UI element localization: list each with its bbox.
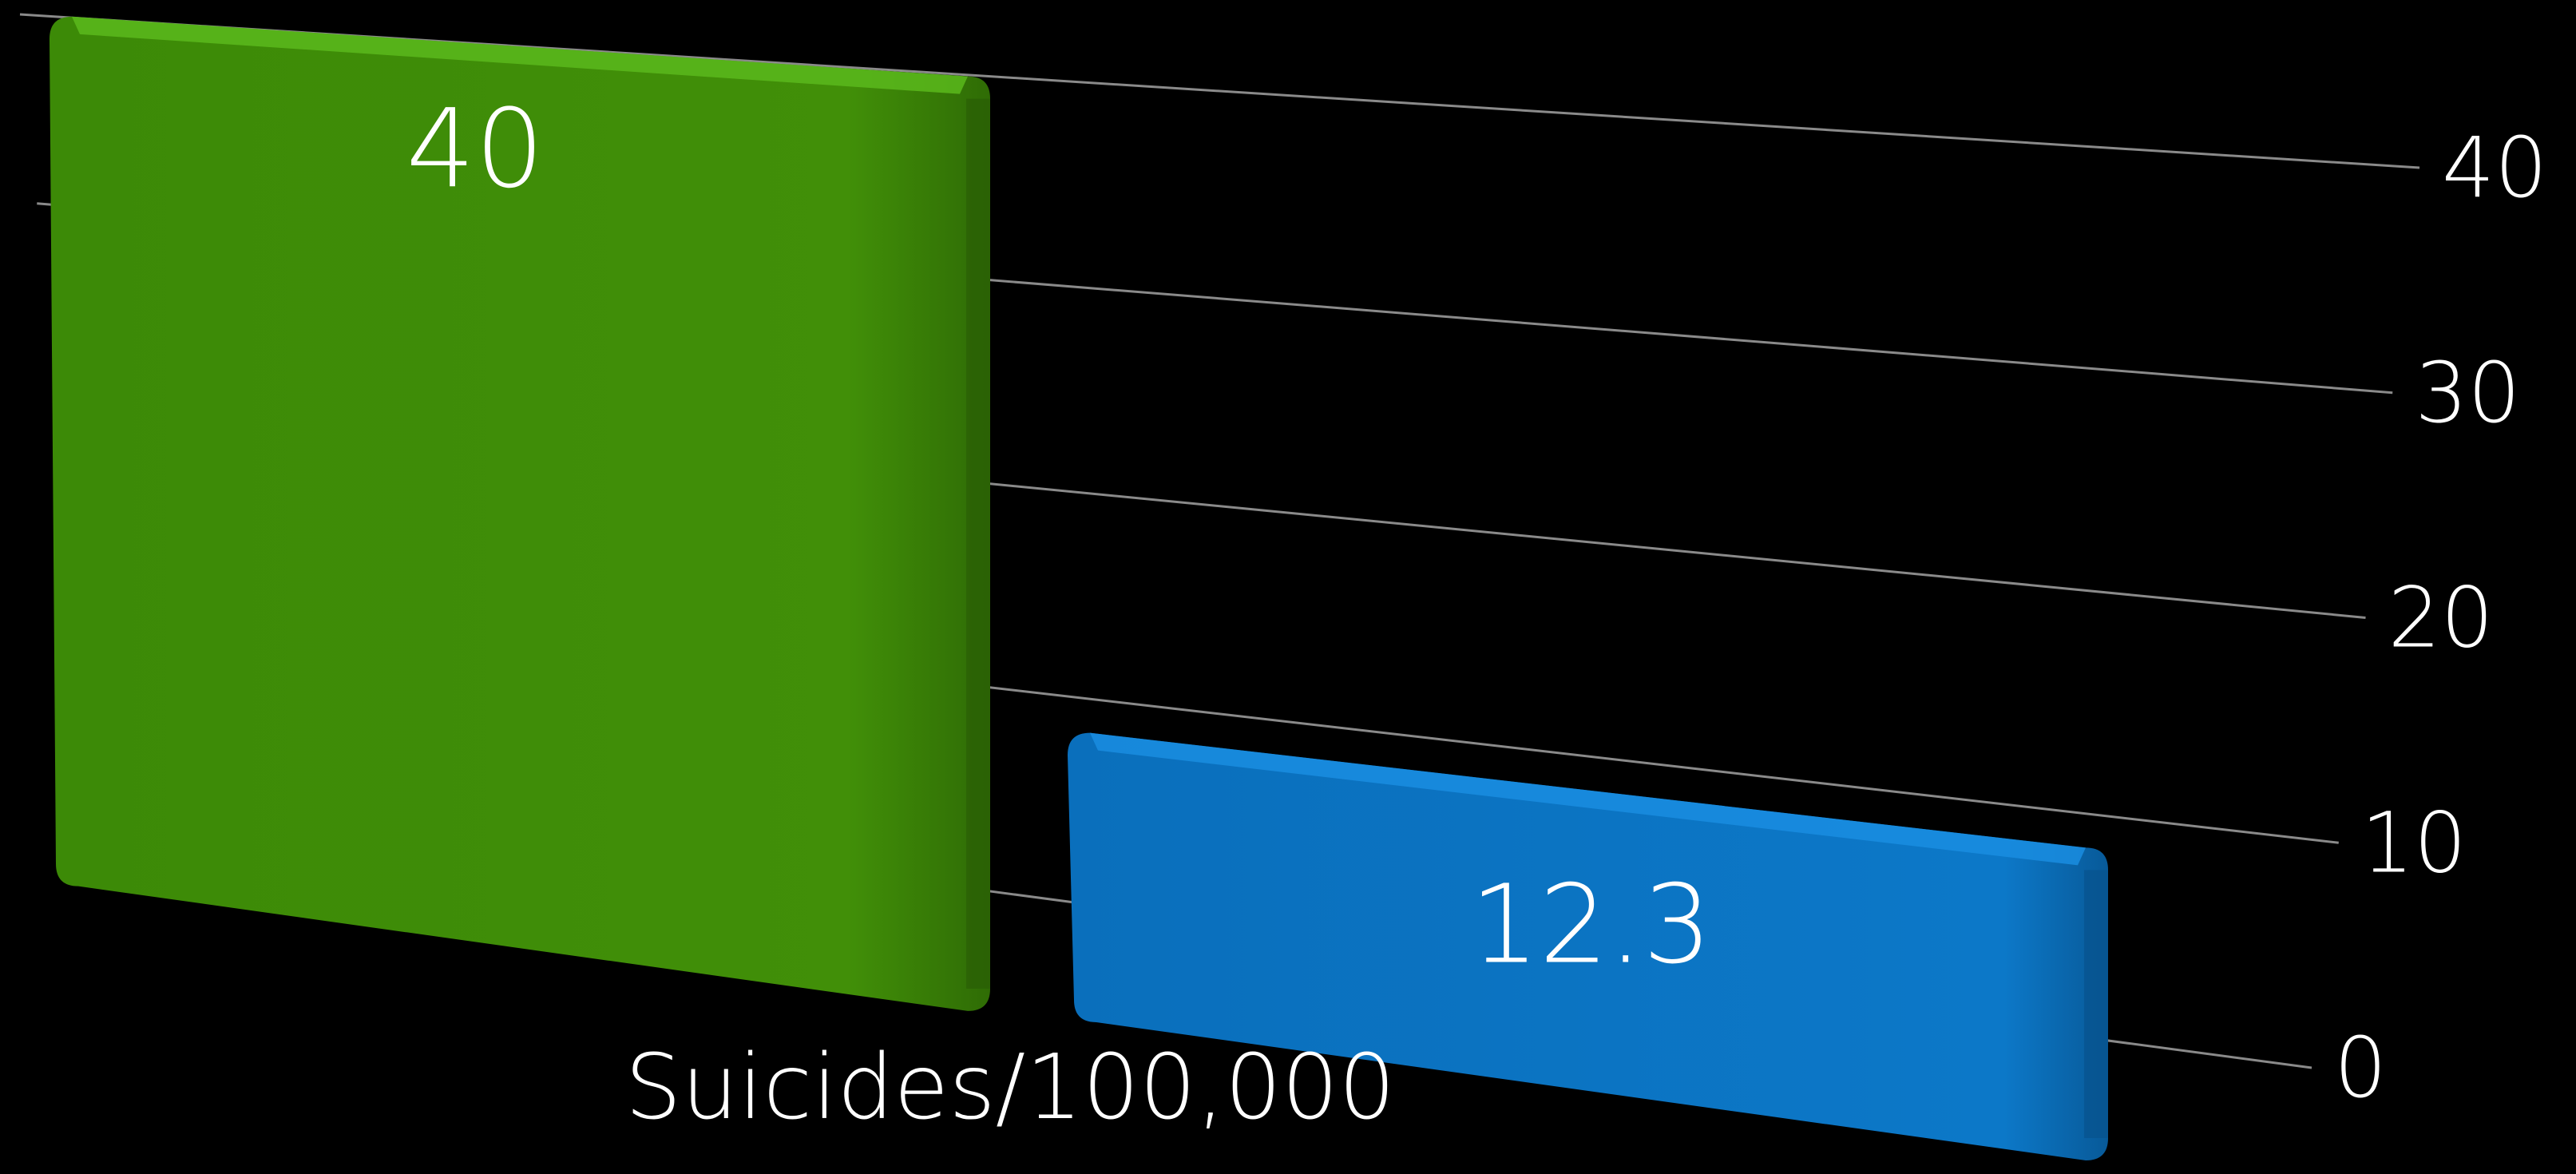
data-label-1: 40: [406, 86, 544, 212]
y-tick-label-30: 30: [2415, 344, 2520, 442]
x-axis-title: Suicides/100,000: [624, 1036, 1395, 1140]
y-tick-label-40: 40: [2442, 119, 2547, 216]
bar-1-front: [50, 16, 990, 1011]
bar-2-side: [2084, 870, 2108, 1138]
y-tick-label-10: 10: [2361, 794, 2467, 891]
bar-1: [50, 16, 990, 1011]
data-label-2: 12.3: [1470, 863, 1712, 989]
bars: [50, 16, 2108, 1160]
bar-1-top: [72, 16, 968, 94]
y-tick-label-20: 20: [2388, 569, 2494, 667]
labels: 40 12.3: [406, 86, 1711, 988]
bar-2-front: [1068, 732, 2108, 1160]
bar-1-side: [966, 98, 990, 989]
bar-2-top: [1090, 732, 2086, 866]
y-tick-label-0: 0: [2334, 1019, 2387, 1116]
bar-2: [1068, 732, 2108, 1160]
y-axis-ticks: 0 10 20 30 40: [2334, 119, 2547, 1116]
